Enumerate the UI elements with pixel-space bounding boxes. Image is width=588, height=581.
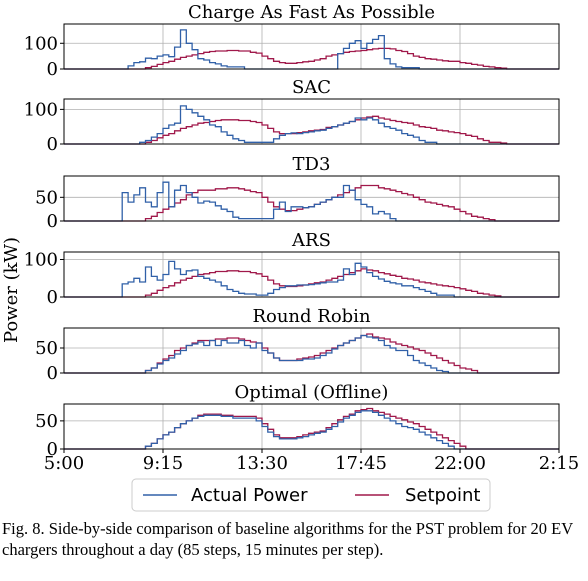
legend-actual-power-label: Actual Power [191, 485, 308, 506]
panel-title: Optimal (Offline) [235, 382, 389, 403]
y-tick-label: 0 [47, 59, 58, 80]
y-tick-label: 50 [35, 411, 58, 432]
series-line-setpoint [64, 115, 559, 145]
y-tick-label: 0 [47, 439, 58, 460]
y-tick-label: 100 [24, 99, 58, 120]
series-line-actual-power [64, 410, 559, 450]
y-tick-label: 100 [24, 33, 58, 54]
panel-title: Round Robin [252, 306, 370, 327]
y-tick-label: 0 [47, 287, 58, 308]
chart-panels: Charge As Fast As Possible 0 100 SAC 0 100 TD3… [24, 2, 560, 460]
panel-frame [63, 403, 560, 450]
legend-setpoint-label: Setpoint [405, 485, 480, 506]
y-tick-label: 100 [24, 250, 58, 271]
panel-frame [63, 98, 560, 145]
panel-1: SAC 0 100 [24, 77, 560, 155]
panel-5: Optimal (Offline) 0 50 [35, 382, 560, 460]
y-tick-label: 0 [47, 134, 58, 155]
x-tick-label: 2:15 [539, 453, 579, 474]
x-tick-label: 22:00 [434, 453, 486, 474]
panel-title: SAC [292, 77, 331, 98]
x-axis-ticks: 5:00 9:15 13:30 17:45 22:00 2:15 [44, 449, 579, 474]
x-tick-label: 13:30 [236, 453, 288, 474]
series-line-actual-power [64, 260, 559, 298]
panel-frame [63, 23, 560, 70]
y-tick-label: 50 [35, 187, 58, 208]
series-line-actual-power [64, 181, 559, 222]
panel-frame [63, 327, 560, 374]
y-tick-label: 0 [47, 363, 58, 384]
panel-2: TD3 0 50 [35, 154, 560, 232]
legend: Actual Power Setpoint [131, 478, 491, 512]
figure: Charge As Fast As Possible 0 100 SAC 0 100 TD3… [1, 2, 579, 512]
figure-caption: Fig. 8. Side-by-side comparison of basel… [2, 519, 573, 559]
series-line-setpoint [64, 184, 559, 222]
y-tick-label: 50 [35, 338, 58, 359]
panel-title: Charge As Fast As Possible [188, 2, 435, 23]
panel-title: TD3 [293, 154, 331, 175]
series-line-actual-power [64, 334, 559, 374]
series-line-setpoint [64, 333, 559, 374]
panel-0: Charge As Fast As Possible 0 100 [24, 2, 560, 80]
series-line-setpoint [64, 268, 559, 298]
x-tick-label: 5:00 [44, 453, 84, 474]
series-line-actual-power [64, 29, 559, 70]
panel-frame [63, 175, 560, 222]
panel-title: ARS [291, 230, 331, 251]
series-line-setpoint [64, 407, 559, 450]
series-line-setpoint [64, 47, 559, 70]
panel-4: Round Robin 0 50 [35, 306, 560, 384]
y-tick-label: 0 [47, 211, 58, 232]
x-tick-label: 9:15 [143, 453, 183, 474]
legend-frame [131, 478, 491, 512]
x-tick-label: 17:45 [335, 453, 387, 474]
panel-3: ARS 0 100 [24, 230, 560, 308]
panel-frame [63, 251, 560, 298]
series-line-actual-power [64, 105, 559, 145]
y-axis-label: Power (kW) [1, 237, 22, 343]
